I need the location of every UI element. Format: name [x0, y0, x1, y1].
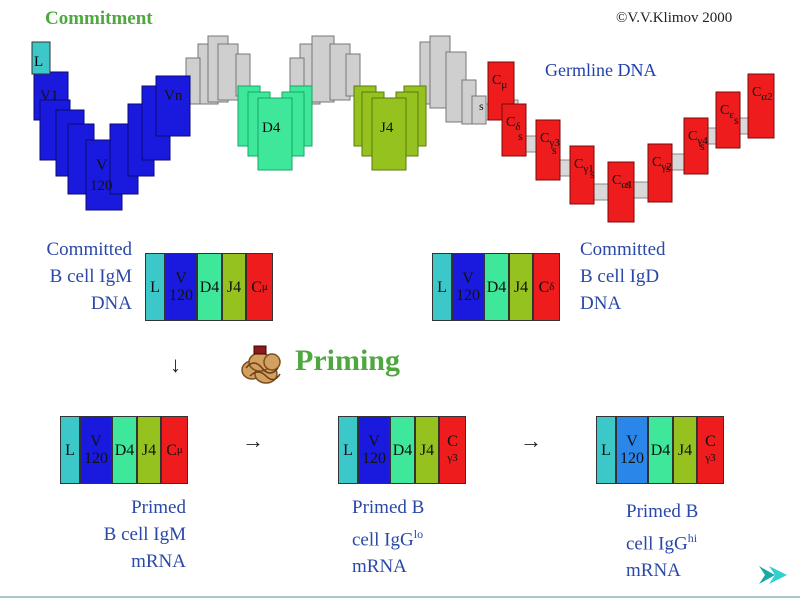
right-arrow-2: → [520, 428, 542, 453]
constant-gene-label: Cδ [506, 115, 521, 133]
j4-cluster [353, 85, 427, 171]
j4-segment: J4 [415, 416, 439, 484]
variable-segment: V 120 [80, 416, 112, 484]
primed-igm-label: Primed B cell IgM mRNA [103, 497, 186, 572]
right-arrow-1: → [242, 428, 264, 453]
d4-cluster-label: D4 [262, 120, 281, 136]
j4-segment: J4 [673, 416, 697, 484]
constant-gene-label: Cγ3 [540, 131, 560, 149]
constant-gene-label: Cα2 [752, 85, 773, 103]
leader-segment [31, 41, 51, 75]
constant-gene-box [715, 91, 741, 149]
variable-segment: V 120 [452, 253, 484, 321]
switch-region-label: s [666, 161, 671, 175]
switch-region-label: s [700, 139, 705, 153]
committed-igm-label: Committed B cell IgM DNA [46, 239, 133, 314]
switch-region-label: s [552, 143, 557, 157]
inactive-segments [185, 35, 487, 125]
variable-segment: V 120 [358, 416, 390, 484]
variable-segment-hypermutated: V 120 [616, 416, 648, 484]
d4-segment: D4 [197, 253, 222, 321]
germline-dna-diagram: L V1 Vn V 120 D4 J4 CμCδCγ3Cγ1Cα1Cγ2Cγ4C… [31, 35, 775, 223]
d4-segment: D4 [484, 253, 509, 321]
j4-segment: J4 [222, 253, 246, 321]
committed-igd-label: Committed B cell IgD DNA [580, 239, 666, 314]
constant-gene-box [683, 117, 709, 175]
switch-region-label: s [590, 167, 595, 181]
switch-connector [591, 183, 611, 201]
constant-gene-box [501, 103, 527, 157]
d4-cluster [237, 85, 313, 171]
vn-label: Vn [164, 88, 183, 104]
constant-gene-label: Cγ2 [652, 155, 672, 173]
leader-segment: L [145, 253, 165, 321]
switch-connector [631, 181, 651, 199]
constant-gene-box [607, 161, 635, 223]
priming-title: Priming [295, 344, 400, 377]
leader-segment: L [60, 416, 80, 484]
d4-segment: D4 [648, 416, 673, 484]
bottom-divider [0, 596, 800, 598]
j4-cluster-label: J4 [380, 120, 394, 136]
v-number-label: 120 [90, 178, 113, 194]
constant-region-chain: Cμ Cδ Cγ3 Cγ1 Cα1 Cγ2 Cγ4 Cε Cα2 s s s s s s s s [479, 61, 775, 223]
constant-gene-label: Cμ [492, 73, 507, 91]
constant-gene-box [747, 73, 775, 139]
switch-region-label: s [626, 177, 631, 191]
switch-region-label: s [734, 113, 739, 127]
switch-region-label: s [479, 99, 484, 113]
germline-dna-label: Germline DNA [545, 60, 657, 80]
constant-gene-label: Cγ1 [574, 157, 594, 175]
variable-segment: V 120 [165, 253, 197, 321]
constant-gene-label: Cε [720, 103, 734, 121]
constant-gene-box [569, 145, 595, 205]
d4-segment: D4 [112, 416, 137, 484]
constant-gene-label: Cα1 [612, 173, 633, 191]
down-arrow: ↓ [170, 352, 181, 377]
v-label: V [96, 157, 108, 174]
constant-gene-box [535, 119, 561, 181]
commitment-title: Commitment [45, 8, 153, 29]
v1-label: V1 [40, 88, 58, 104]
leader-label: L [34, 54, 43, 70]
constant-gene-box [647, 143, 673, 203]
j4-segment: J4 [509, 253, 533, 321]
leader-segment: L [432, 253, 452, 321]
switch-region-label: s [518, 129, 523, 143]
constant-gene-label: Cγ4 [688, 129, 708, 147]
d4-segment: D4 [390, 416, 415, 484]
protein-icon [241, 345, 281, 384]
copyright-text: ©V.V.Klimov 2000 [616, 10, 733, 26]
next-chevron-icon[interactable] [755, 560, 793, 590]
j4-segment: J4 [137, 416, 161, 484]
primed-igg-hi-label: Primed B cell IgGhi mRNA [626, 501, 699, 582]
leader-segment: L [338, 416, 358, 484]
primed-igg-lo-label: Primed B cell IgGlo mRNA [352, 497, 425, 578]
variable-region-shape [33, 71, 191, 211]
leader-segment: L [596, 416, 616, 484]
